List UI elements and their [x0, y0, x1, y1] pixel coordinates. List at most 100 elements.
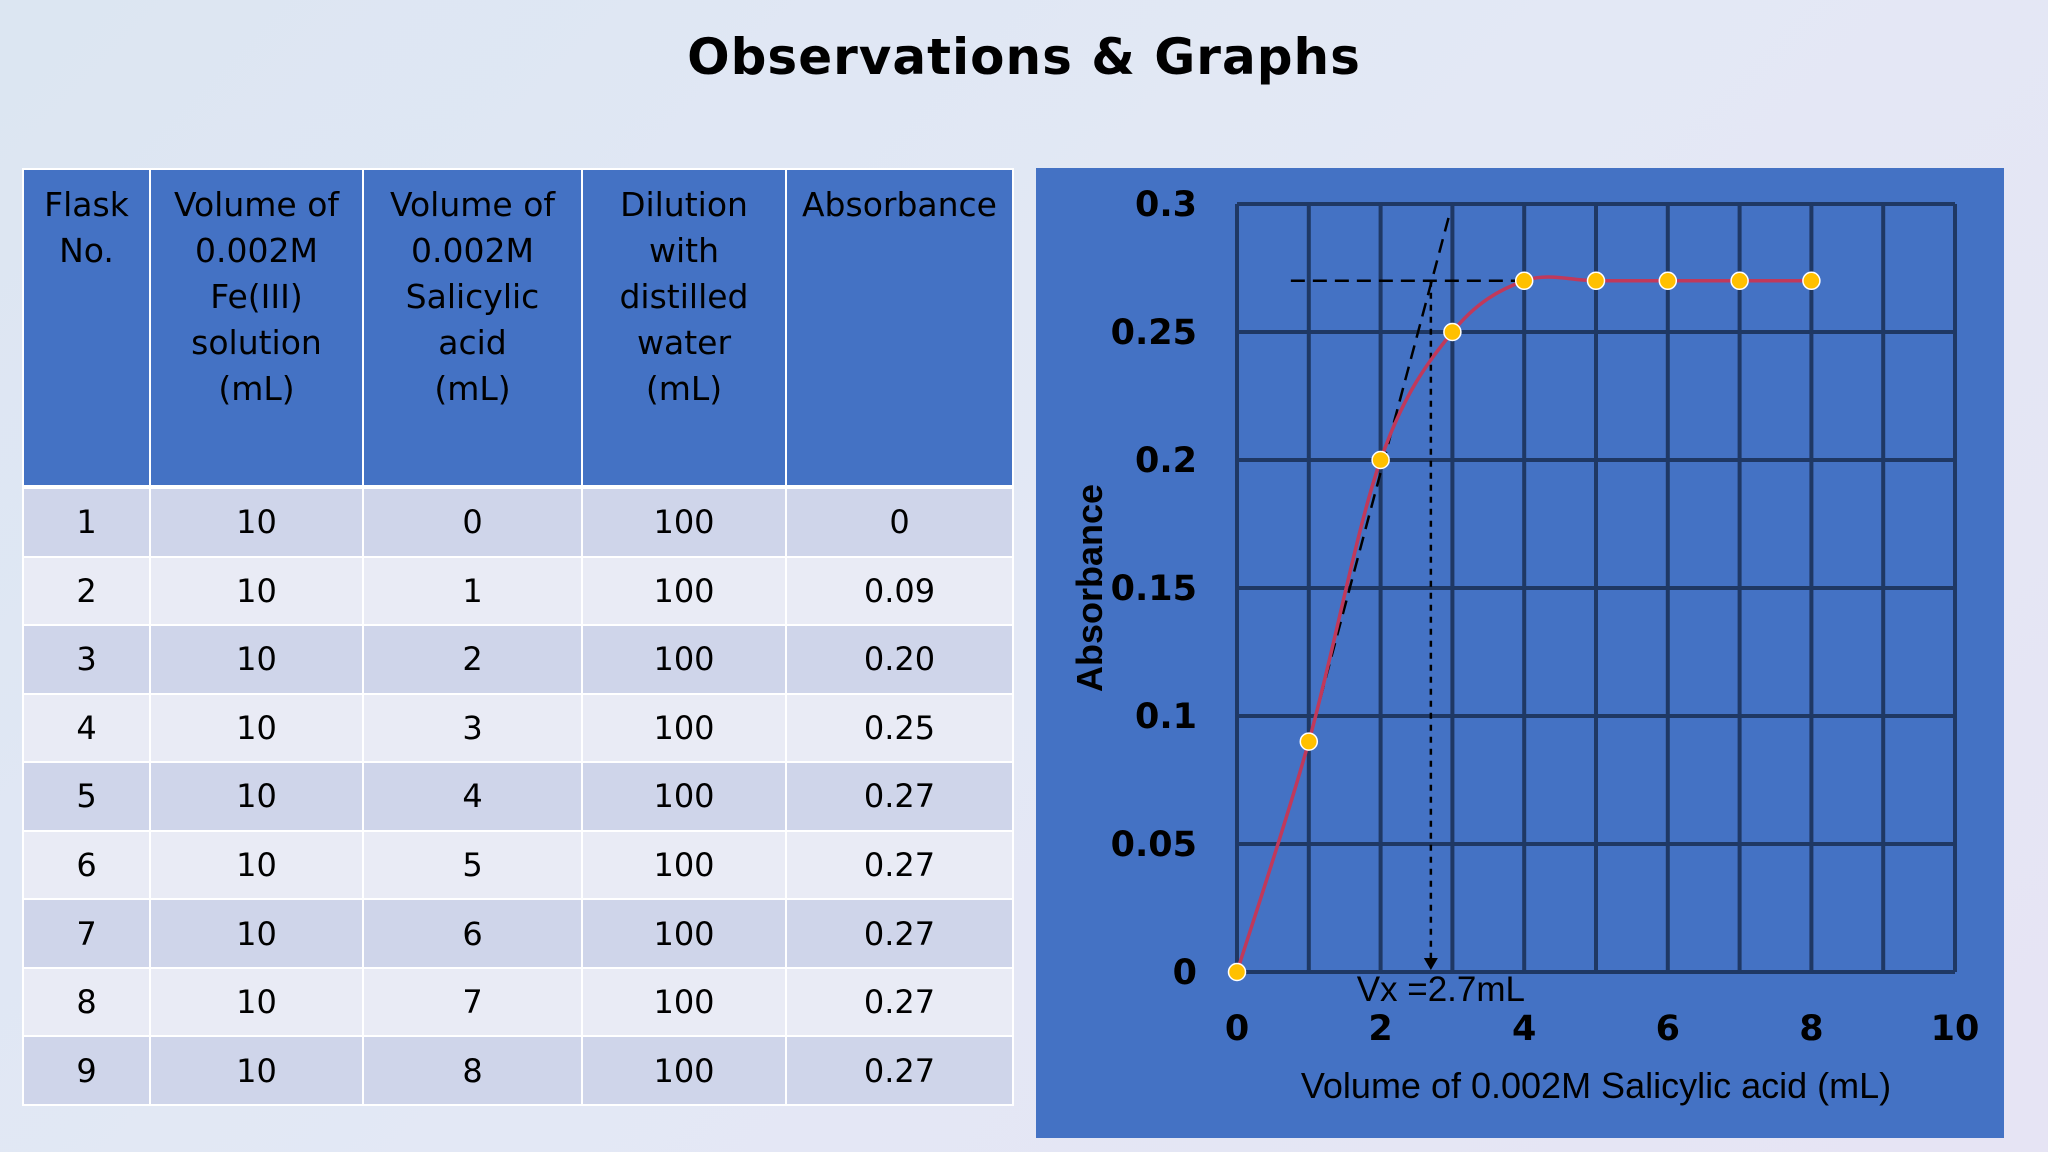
- table-cell: 2: [22, 555, 151, 627]
- y-tick-label: 0.2: [1135, 441, 1197, 481]
- table-cell: 10: [149, 624, 364, 695]
- table-cell: 8: [22, 966, 151, 1038]
- table-row: 7 10 6 100 0.27: [22, 898, 1014, 969]
- chart-tick-labels: 0 0.05 0.1 0.15 0.2 0.25 0.3 0 2 4 6 8 10: [1111, 185, 1980, 1049]
- header-line: No.: [59, 231, 114, 270]
- y-tick-label: 0.05: [1111, 825, 1197, 865]
- table-cell: 4: [362, 761, 583, 832]
- table-cell: 0: [785, 486, 1014, 558]
- chart-grid: [1235, 202, 1957, 974]
- intersection-label: Vx =2.7mL: [1357, 970, 1525, 1009]
- table-cell: 4: [22, 692, 151, 764]
- table-cell: 10: [149, 1035, 364, 1106]
- table-cell: 0.27: [785, 761, 1014, 832]
- table-cell: 3: [362, 692, 583, 764]
- table-cell: 10: [149, 966, 364, 1038]
- table-row: 8 10 7 100 0.27: [22, 966, 1014, 1038]
- table-cell: 10: [149, 555, 364, 627]
- table-cell: 5: [22, 761, 151, 832]
- header-line: 0.002M: [195, 231, 318, 270]
- header-cell: Flask No.: [22, 168, 151, 489]
- table-cell: 10: [149, 486, 364, 558]
- x-tick-label: 10: [1931, 1009, 1980, 1049]
- table-cell: 100: [581, 486, 787, 558]
- table-cell: 100: [581, 624, 787, 695]
- table-cell: 10: [149, 692, 364, 764]
- data-point: [1227, 962, 1247, 982]
- header-line: Absorbance: [801, 185, 997, 224]
- table-cell: 100: [581, 898, 787, 969]
- table-cell: 0.27: [785, 829, 1014, 901]
- y-tick-label: 0.25: [1111, 313, 1197, 353]
- table-cell: 5: [362, 829, 583, 901]
- table-row: 3 10 2 100 0.20: [22, 624, 1014, 695]
- header-line: solution: [191, 323, 322, 362]
- header-line: Dilution: [620, 185, 748, 224]
- table-cell: 100: [581, 761, 787, 832]
- data-point: [1371, 450, 1390, 470]
- header-line: Volume of: [173, 185, 340, 224]
- page-title: Observations & Graphs: [687, 28, 1361, 86]
- table-cell: 9: [22, 1035, 151, 1106]
- table-cell: 100: [581, 829, 787, 901]
- header-line: Fe(III): [210, 277, 303, 316]
- table-cell: 0.27: [785, 1035, 1014, 1106]
- chart-labels: Vx =2.7mL Volume of 0.002M Salicylic acid…: [1069, 484, 1891, 1106]
- header-cell: Volume of 0.002M Salicylic acid (mL): [362, 168, 583, 489]
- table-cell: 100: [581, 966, 787, 1038]
- x-tick-label: 0: [1225, 1009, 1249, 1049]
- data-point: [1514, 271, 1534, 291]
- y-tick-label: 0.15: [1111, 569, 1197, 609]
- x-axis-label: Volume of 0.002M Salicylic acid (mL): [1301, 1065, 1891, 1106]
- x-tick-label: 6: [1656, 1009, 1680, 1049]
- table-row: 2 10 1 100 0.09: [22, 555, 1014, 627]
- table-cell: 8: [362, 1035, 583, 1106]
- chart-points: [1227, 271, 1821, 982]
- data-point: [1299, 732, 1319, 751]
- header-line: (mL): [434, 369, 511, 408]
- header-line: distilled: [619, 277, 749, 316]
- table-cell: 10: [149, 898, 364, 969]
- table-cell: 100: [581, 1035, 787, 1106]
- header-line: Flask: [44, 185, 129, 224]
- table-cell: 6: [362, 898, 583, 969]
- header-line: 0.002M: [411, 231, 534, 270]
- y-tick-label: 0.3: [1135, 185, 1197, 225]
- chart-background: [1036, 168, 2004, 1138]
- header-cell: Dilution with distilled water (mL): [581, 168, 787, 489]
- observations-table: Flask No. Volume of 0.002M Fe(III) solution (m…: [22, 168, 1014, 1106]
- table-cell: 0: [362, 486, 583, 558]
- table-cell: 1: [22, 486, 151, 558]
- x-tick-label: 8: [1799, 1009, 1823, 1049]
- table-cell: 7: [362, 966, 583, 1038]
- table-cell: 100: [581, 692, 787, 764]
- table-cell: 0.27: [785, 966, 1014, 1038]
- table-cell: 3: [22, 624, 151, 695]
- y-tick-label: 0: [1173, 953, 1197, 993]
- table-row: 6 10 5 100 0.27: [22, 829, 1014, 901]
- data-point: [1802, 271, 1821, 291]
- header-line: water: [636, 323, 732, 362]
- header-line: Salicylic: [405, 277, 540, 316]
- data-point: [1586, 271, 1606, 291]
- table-body: 1 10 0 100 0 2 10 1 100 0.09 3 10 2 100 0.20 4 10 3 100 0.2…: [22, 486, 1014, 1106]
- table-row: 5 10 4 100 0.27: [22, 761, 1014, 832]
- header-cell: Volume of 0.002M Fe(III) solution (mL): [149, 168, 364, 489]
- header-line: with: [648, 231, 719, 270]
- table-cell: 0.09: [785, 555, 1014, 627]
- table-header-row: Flask No. Volume of 0.002M Fe(III) solution (m…: [22, 168, 1014, 489]
- y-tick-label: 0.1: [1135, 697, 1197, 737]
- table-cell: 0.27: [785, 898, 1014, 969]
- table-cell: 0.25: [785, 692, 1014, 764]
- table-cell: 10: [149, 829, 364, 901]
- data-point: [1730, 271, 1749, 291]
- table-cell: 2: [362, 624, 583, 695]
- y-axis-label: Absorbance: [1069, 484, 1110, 692]
- table-row: 4 10 3 100 0.25: [22, 692, 1014, 764]
- arrow-head-icon: [1423, 958, 1438, 970]
- header-cell: Absorbance: [785, 168, 1014, 489]
- table-cell: 6: [22, 829, 151, 901]
- header-line: acid: [438, 323, 507, 362]
- table-cell: 100: [581, 555, 787, 627]
- data-point: [1443, 322, 1462, 342]
